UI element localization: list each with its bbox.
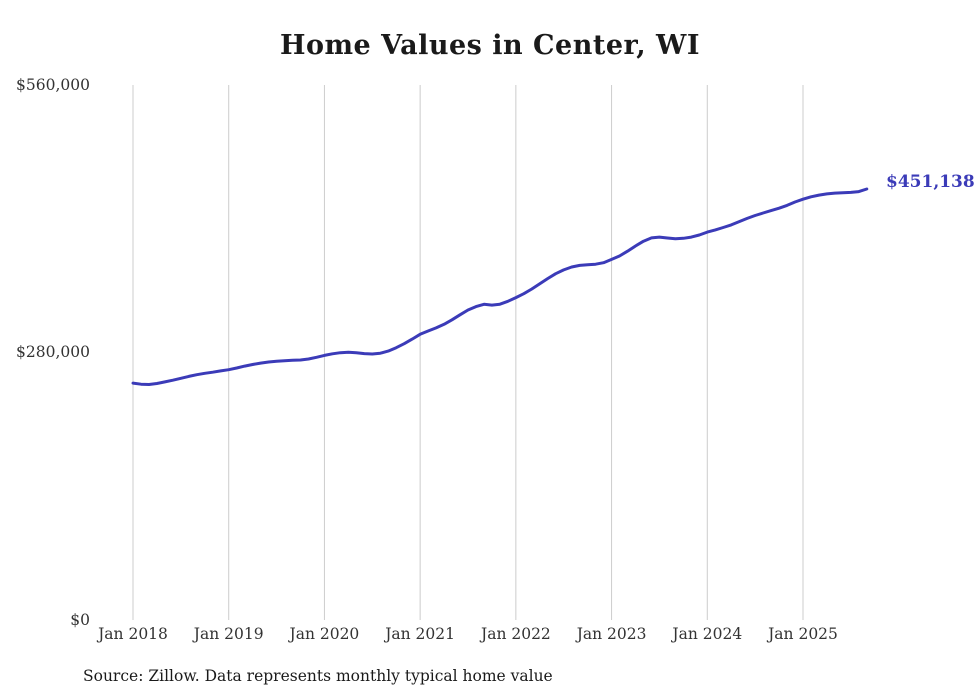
latest-value-label: $451,138: [886, 172, 975, 192]
x-axis-tick-jan-2019: Jan 2019: [193, 625, 264, 643]
y-axis-tick-0: $0: [70, 611, 90, 629]
source-note: Source: Zillow. Data represents monthly …: [83, 667, 553, 685]
x-axis-tick-jan-2020: Jan 2020: [289, 625, 360, 643]
x-axis-tick-jan-2025: Jan 2025: [768, 625, 838, 643]
y-axis-tick-280000: $280,000: [16, 343, 90, 361]
x-axis-tick-jan-2018: Jan 2018: [98, 625, 168, 643]
y-axis-tick-560000: $560,000: [16, 76, 90, 94]
x-axis-tick-jan-2021: Jan 2021: [385, 625, 455, 643]
chart-title: Home Values in Center, WI: [279, 30, 701, 61]
x-axis-tick-jan-2023: Jan 2023: [576, 625, 647, 643]
x-axis-tick-jan-2022: Jan 2022: [480, 625, 551, 643]
home-value-line: [131, 187, 869, 386]
x-axis-tick-jan-2024: Jan 2024: [672, 625, 743, 643]
